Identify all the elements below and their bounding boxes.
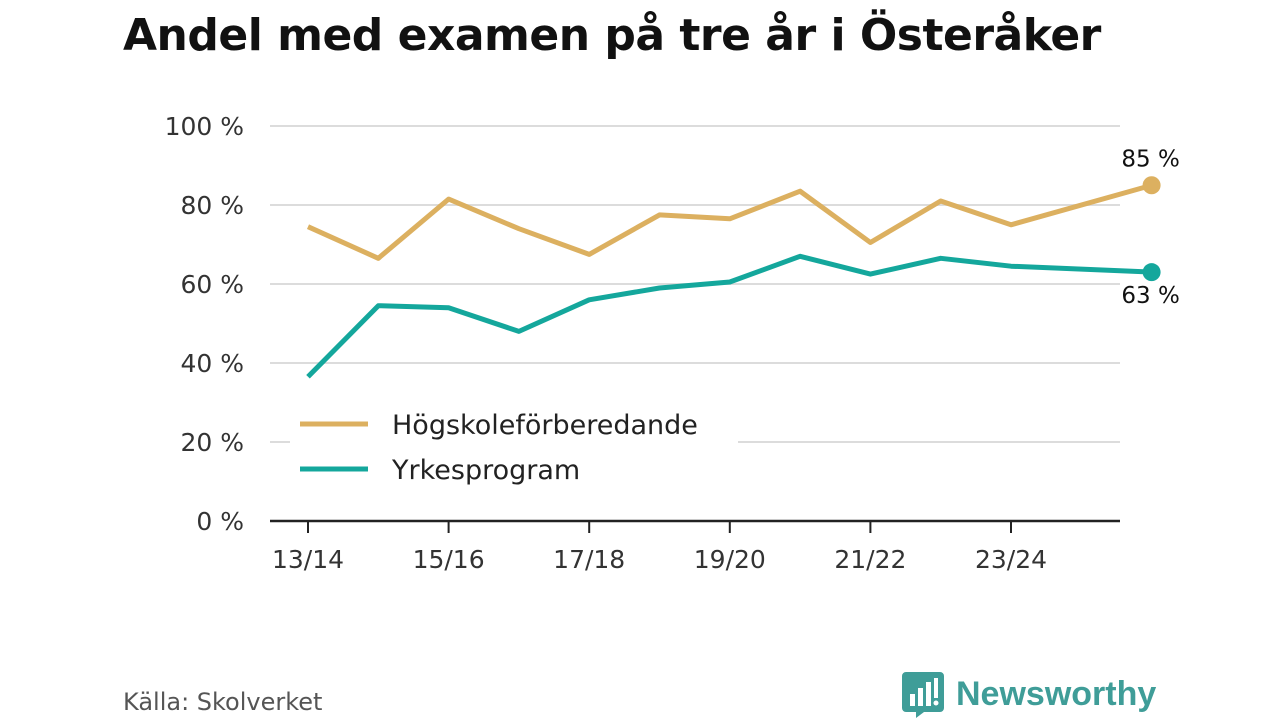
x-tick-label: 15/16 bbox=[413, 545, 485, 574]
line-chart: 0 % 20 % 40 % 60 % 80 % 100 % 13/14 15/16 17/18… bbox=[165, 112, 1180, 574]
end-marker bbox=[1142, 176, 1161, 195]
legend-background bbox=[290, 398, 738, 498]
legend-label: Högskoleförberedande bbox=[392, 410, 698, 441]
brand-logo: Newsworthy bbox=[902, 670, 1156, 718]
end-marker bbox=[1142, 263, 1161, 282]
chart-title: Andel med examen på tre år i Österåker bbox=[123, 10, 1101, 61]
y-tick-label: 60 % bbox=[180, 270, 244, 299]
x-tick-label: 23/24 bbox=[975, 545, 1047, 574]
y-axis-labels: 0 % 20 % 40 % 60 % 80 % 100 % bbox=[165, 112, 244, 536]
x-tick-label: 21/22 bbox=[834, 545, 906, 574]
end-value-label: 63 % bbox=[1121, 283, 1179, 309]
y-tick-label: 80 % bbox=[180, 191, 244, 220]
series-lines bbox=[306, 182, 1153, 379]
y-tick-label: 40 % bbox=[180, 349, 244, 378]
series-line-0 bbox=[306, 182, 1153, 261]
source-note: Källa: Skolverket bbox=[123, 688, 323, 716]
x-tick-label: 13/14 bbox=[272, 545, 344, 574]
x-tick-label: 19/20 bbox=[694, 545, 766, 574]
end-value-label: 85 % bbox=[1121, 146, 1179, 172]
end-markers: 85 % 63 % bbox=[1121, 146, 1179, 309]
newsworthy-logo-icon bbox=[902, 672, 944, 718]
x-axis: 13/14 15/16 17/18 19/20 21/22 23/24 bbox=[270, 519, 1120, 574]
x-tick-label: 17/18 bbox=[553, 545, 625, 574]
series-line-1 bbox=[306, 253, 1152, 379]
y-tick-label: 20 % bbox=[180, 428, 244, 457]
brand-name: Newsworthy bbox=[956, 674, 1157, 713]
legend-label: Yrkesprogram bbox=[391, 455, 580, 486]
y-tick-label: 100 % bbox=[165, 112, 244, 141]
legend: Högskoleförberedande Yrkesprogram bbox=[290, 398, 738, 498]
y-tick-label: 0 % bbox=[196, 507, 244, 536]
